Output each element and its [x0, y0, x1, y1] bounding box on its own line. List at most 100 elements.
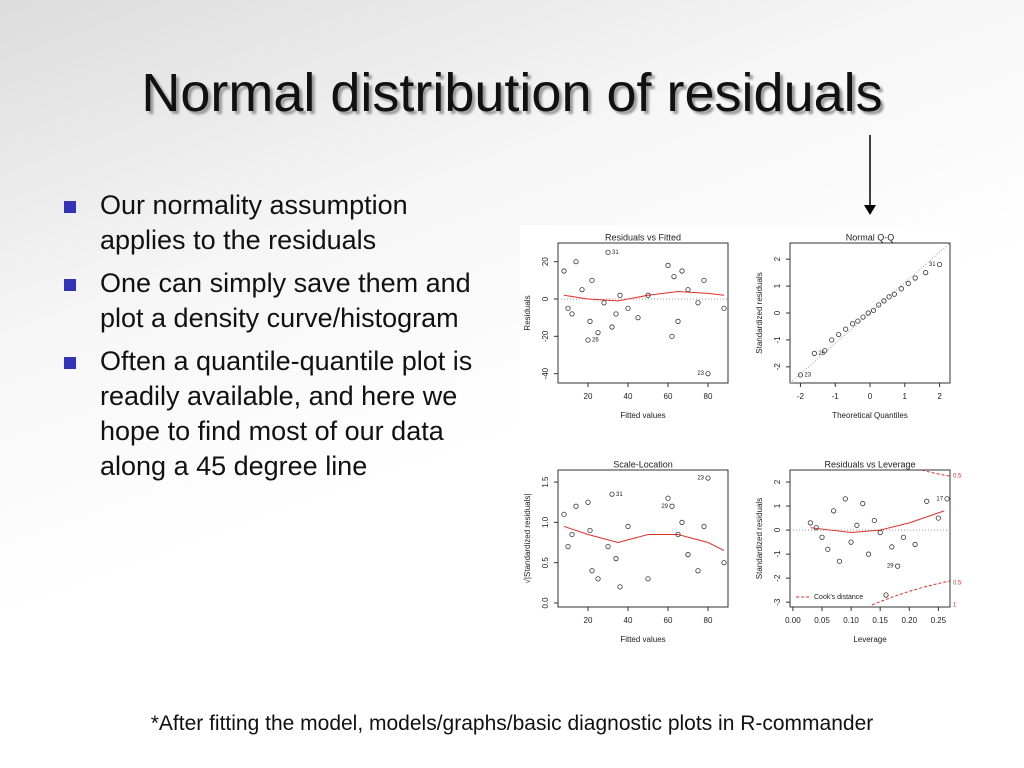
y-axis-label: √|Standardized residuals| [523, 494, 532, 584]
y-tick-label: 2 [773, 479, 782, 484]
point [679, 519, 685, 525]
x-axis-label: Leverage [853, 635, 887, 644]
point [645, 576, 651, 582]
point [601, 300, 607, 306]
x-tick-label: 80 [704, 616, 713, 625]
point [871, 517, 877, 524]
bullet: Often a quantile-quantile plot is readil… [60, 344, 500, 484]
x-tick-label: 0.10 [843, 616, 859, 625]
smooth-line [789, 242, 951, 384]
point [905, 280, 911, 286]
point-label: 31 [612, 250, 619, 256]
y-axis-label: Standardized residuals [755, 272, 764, 353]
x-tick-label: 0.15 [872, 616, 888, 625]
x-tick-label: 20 [584, 616, 593, 625]
x-tick-label: 60 [664, 392, 673, 401]
contour-label: 0.5 [953, 474, 962, 480]
bullet-list: Our normality assumption applies to the … [60, 188, 500, 492]
bullet-text: One can simply save them and plot a dens… [100, 268, 471, 333]
point [891, 291, 897, 297]
x-tick-label: 40 [624, 392, 633, 401]
point [635, 315, 641, 321]
arrow-head [864, 205, 876, 215]
y-tick-label: -2 [773, 574, 782, 582]
point [589, 568, 595, 574]
point [625, 305, 631, 311]
point [613, 311, 619, 317]
point [701, 277, 707, 283]
bullet-marker [64, 357, 76, 369]
smooth-line [563, 291, 725, 302]
x-tick-label: 40 [624, 616, 633, 625]
point [565, 305, 571, 311]
y-tick-label: 1.5 [541, 476, 550, 488]
point [705, 475, 711, 481]
x-tick-label: 0 [868, 392, 873, 401]
x-tick-label: 60 [664, 616, 673, 625]
bullet: Our normality assumption applies to the … [60, 188, 500, 258]
bullet-marker [64, 201, 76, 213]
cook-contour [871, 580, 951, 606]
point [669, 503, 675, 509]
point-label: 23 [804, 373, 811, 379]
bullet: One can simply save them and plot a dens… [60, 266, 500, 336]
point-label: 26 [592, 338, 599, 344]
y-tick-label: 0 [541, 296, 550, 301]
point [923, 270, 929, 276]
point [819, 534, 825, 540]
x-tick-label: 2 [937, 392, 942, 401]
point [569, 531, 575, 538]
y-tick-label: 1 [773, 283, 782, 288]
point [685, 287, 691, 293]
point [565, 543, 571, 550]
y-tick-label: 0.0 [541, 597, 550, 609]
point [665, 262, 671, 268]
point [924, 498, 930, 504]
point [836, 558, 843, 564]
bullet-text: Our normality assumption applies to the … [100, 190, 408, 255]
point [561, 268, 567, 274]
x-tick-label: 0.00 [785, 616, 801, 625]
y-tick-label: 1 [773, 503, 782, 508]
point [587, 318, 593, 324]
plot-title: Residuals vs Leverage [824, 459, 915, 469]
point [886, 294, 892, 300]
point [855, 318, 861, 324]
point [705, 371, 711, 377]
point [561, 511, 567, 517]
point [595, 576, 601, 582]
x-tick-label: 80 [704, 392, 713, 401]
point-label: 23 [697, 476, 704, 482]
point [701, 523, 707, 530]
x-tick-label: 20 [584, 392, 593, 401]
point [811, 350, 817, 356]
y-tick-label: -3 [773, 598, 782, 606]
point [854, 522, 860, 528]
x-tick-label: 0.05 [814, 616, 830, 625]
point [881, 298, 887, 304]
y-tick-label: 0.5 [541, 557, 550, 569]
point [797, 372, 804, 378]
point [850, 321, 856, 327]
y-tick-label: 0 [773, 310, 782, 315]
x-tick-label: -1 [832, 392, 840, 401]
plot-background [520, 225, 965, 650]
cook-contour [921, 469, 951, 477]
bullet-marker [64, 279, 76, 291]
point [685, 552, 691, 558]
point [829, 337, 835, 343]
point [876, 302, 882, 308]
point [831, 508, 837, 514]
point [675, 531, 681, 538]
x-tick-label: 0.20 [901, 616, 917, 625]
point [877, 529, 883, 536]
point [589, 277, 595, 283]
point [895, 563, 901, 569]
point [617, 584, 623, 590]
point [679, 268, 685, 274]
point [843, 326, 849, 332]
point [605, 543, 611, 550]
point [813, 525, 819, 531]
point [587, 527, 593, 534]
